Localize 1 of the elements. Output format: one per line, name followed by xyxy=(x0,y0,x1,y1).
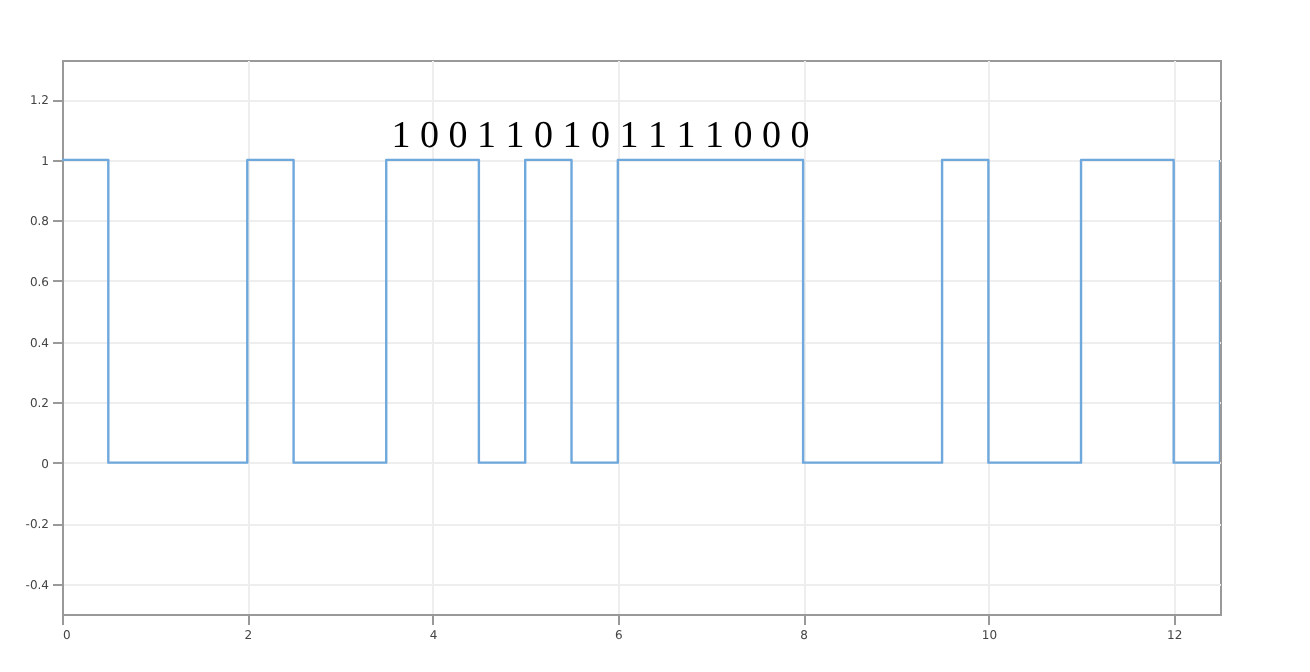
annotation: 1 0 0 1 1 0 1 0 1 1 1 1 0 0 0 xyxy=(391,114,810,157)
